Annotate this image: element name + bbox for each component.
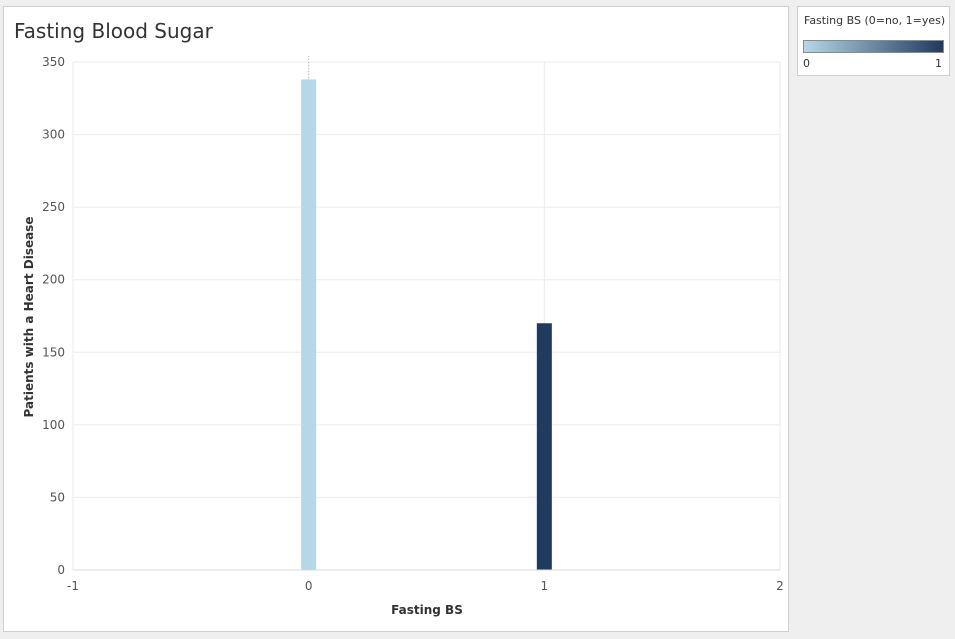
- x-tick-label: 2: [776, 579, 784, 593]
- chart-title: Fasting Blood Sugar: [14, 19, 213, 43]
- legend-max-label: 1: [935, 57, 942, 70]
- bar-fasting-bs-0: [301, 79, 317, 570]
- legend-title: Fasting BS (0=no, 1=yes): [804, 14, 946, 27]
- color-legend[interactable]: Fasting BS (0=no, 1=yes) 0 1: [797, 6, 950, 76]
- y-tick-label: 150: [42, 345, 65, 359]
- y-tick-label: 0: [57, 563, 65, 577]
- y-tick-label: 300: [42, 128, 65, 142]
- y-tick-label: 250: [42, 200, 65, 214]
- legend-min-label: 0: [803, 57, 810, 70]
- y-tick-label: 350: [42, 55, 65, 69]
- bar-fasting-bs-1: [536, 323, 552, 570]
- y-axis-label: Patients with a Heart Disease: [22, 217, 36, 418]
- chart-panel: Fasting Blood Sugar 0 50 100 150 200 250 300 35…: [3, 6, 789, 632]
- x-tick-label: -1: [67, 579, 79, 593]
- x-axis-label: Fasting BS: [391, 603, 463, 617]
- y-tick-label: 100: [42, 418, 65, 432]
- bars: [301, 79, 552, 570]
- grid-lines: [72, 56, 781, 571]
- y-tick-label: 200: [42, 273, 65, 287]
- y-tick-label: 50: [50, 490, 65, 504]
- x-tick-label: 0: [305, 579, 313, 593]
- x-tick-label: 1: [541, 579, 549, 593]
- legend-color-ramp: [803, 40, 944, 53]
